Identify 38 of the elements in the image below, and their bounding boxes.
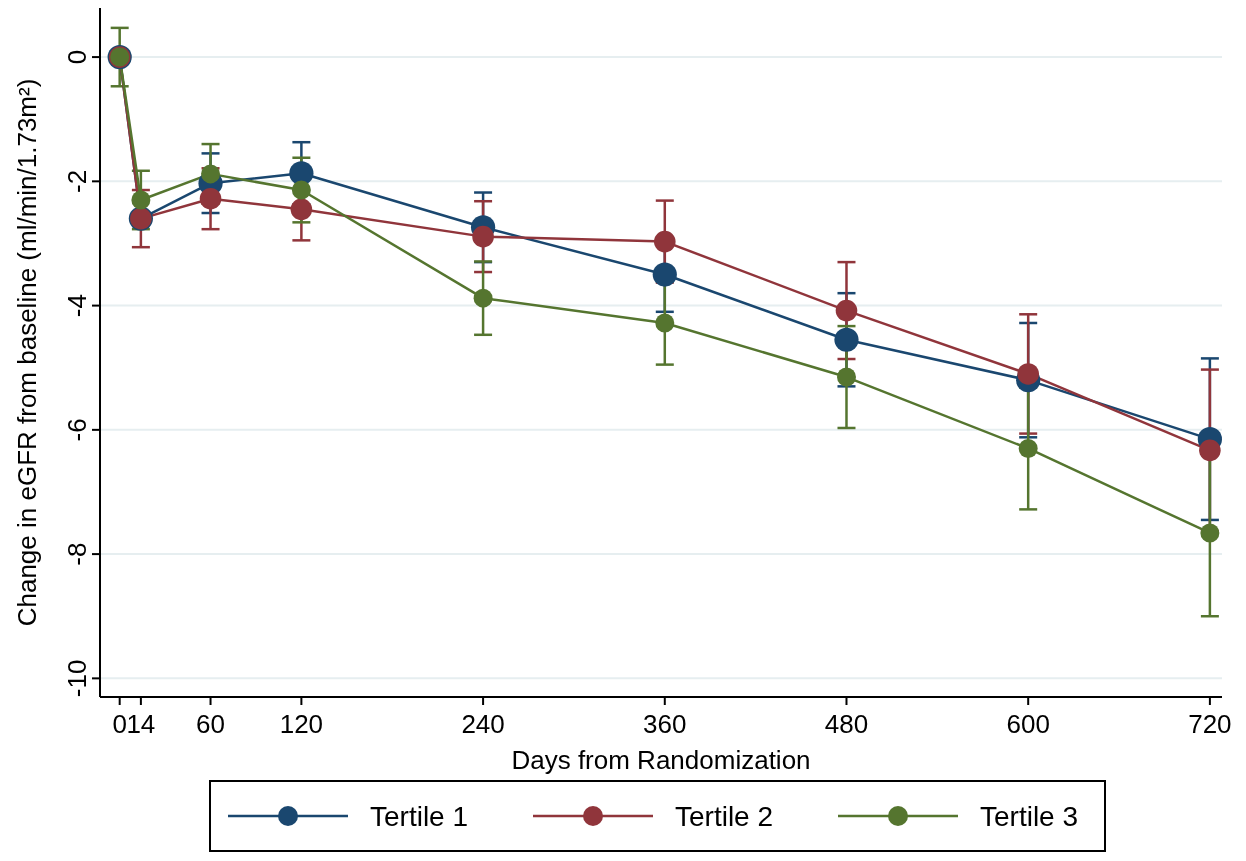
legend-label: Tertile 3	[980, 801, 1079, 832]
x-tick-label: 0	[112, 709, 127, 739]
point	[290, 198, 313, 221]
point	[473, 288, 493, 308]
x-tick-label: 360	[643, 709, 687, 739]
x-axis-title: Days from Randomization	[511, 745, 811, 775]
y-tick-label: -6	[62, 418, 92, 442]
x-tick-label: 240	[461, 709, 505, 739]
point	[834, 327, 859, 352]
point	[472, 225, 494, 248]
point	[1017, 363, 1039, 385]
point	[836, 367, 856, 387]
y-tick-label: -4	[62, 294, 92, 318]
point	[131, 190, 151, 210]
point	[655, 313, 675, 333]
legend-label: Tertile 1	[370, 801, 469, 832]
y-tick-label: -8	[62, 542, 92, 566]
point	[1018, 438, 1038, 458]
point	[835, 299, 858, 322]
point	[653, 230, 676, 253]
x-tick-label: 120	[279, 709, 324, 739]
x-tick-label: 14	[126, 709, 156, 739]
x-tick-label: 720	[1188, 709, 1232, 739]
y-tick-label: -10	[62, 659, 92, 698]
point	[199, 187, 222, 210]
y-axis-title: Change in eGFR from baseline (ml/min/1.73m²)	[12, 78, 42, 627]
y-tick-label: -2	[62, 169, 92, 193]
point	[291, 180, 311, 200]
x-tick-label: 600	[1006, 709, 1050, 739]
x-tick-label: 480	[824, 709, 869, 739]
x-tick-label: 60	[196, 709, 225, 739]
legend-label: Tertile 2	[675, 801, 774, 832]
point	[289, 161, 314, 186]
y-tick-label: 0	[62, 49, 92, 65]
point	[1200, 523, 1220, 543]
point	[652, 262, 677, 287]
point	[1199, 439, 1221, 462]
point	[201, 164, 221, 184]
